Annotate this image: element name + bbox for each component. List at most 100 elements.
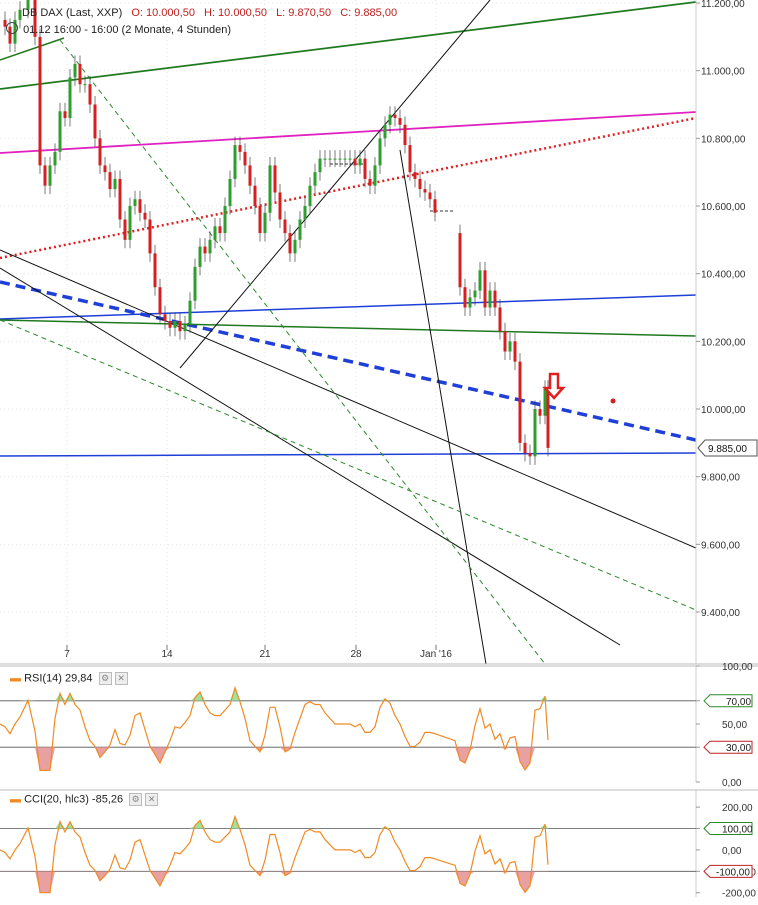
candle-up xyxy=(128,206,132,240)
candle-down xyxy=(463,287,467,308)
candle-up xyxy=(348,158,352,160)
black-channel-line xyxy=(0,267,621,646)
black-channel-line xyxy=(0,249,696,549)
cci-title: CCI(20, hlc3) -85,26 xyxy=(24,793,124,806)
indicator-line xyxy=(0,814,549,894)
candle-down xyxy=(168,321,172,328)
panel-tick-label: 0,00 xyxy=(722,778,742,789)
candle-up xyxy=(18,9,22,20)
candle-up xyxy=(26,0,30,10)
blue-horizontal-line xyxy=(0,294,696,320)
blue-support-line xyxy=(0,452,696,457)
panel-tick-label: 100,00 xyxy=(722,662,753,673)
candle-down xyxy=(8,26,12,44)
candle-up xyxy=(473,290,477,298)
candle-up xyxy=(173,321,177,328)
candle-up xyxy=(308,185,312,206)
open-value: O: 10.000,50 xyxy=(131,7,195,19)
candle-up xyxy=(233,145,237,179)
candle-down xyxy=(118,178,122,220)
candle-up xyxy=(83,84,87,86)
level-badge xyxy=(703,694,753,708)
candle-up xyxy=(133,199,137,206)
candle-down xyxy=(178,321,182,332)
panel-tick-label: -200,00 xyxy=(722,889,756,900)
price-tick-label: 9.800,00 xyxy=(701,473,740,484)
candle-down xyxy=(433,199,437,213)
panel-tick-label: 0,00 xyxy=(722,846,742,857)
price-tick-label: 10.400,00 xyxy=(701,270,746,281)
candle-up xyxy=(323,158,327,160)
candle-down xyxy=(253,185,257,206)
main-grid xyxy=(0,0,696,664)
candle-up xyxy=(388,114,392,125)
candle-down xyxy=(153,253,157,288)
candle-down xyxy=(493,290,497,308)
overlays: 9.885,00 xyxy=(542,372,758,457)
candle-up xyxy=(508,341,512,352)
candle-up xyxy=(73,63,77,78)
candle-up xyxy=(358,158,362,166)
low-value: L: 9.870,50 xyxy=(276,7,332,19)
high-value: H: 10.000,50 xyxy=(204,7,267,19)
close-icon[interactable]: ✕ xyxy=(114,672,128,685)
time-tick-label: Jan '16 xyxy=(420,649,452,660)
panel-tick-label: 50,00 xyxy=(722,720,747,731)
candle-up xyxy=(263,212,267,234)
candle-down xyxy=(33,0,37,37)
red-dot xyxy=(610,398,616,404)
candle-up xyxy=(48,165,52,186)
time-tick-label: 14 xyxy=(161,649,173,660)
candle-down xyxy=(243,151,247,166)
candle-up xyxy=(338,158,342,160)
candle-up xyxy=(268,165,272,213)
price-tick-label: 10.600,00 xyxy=(701,202,746,213)
level-badge xyxy=(703,864,753,878)
green-segment xyxy=(0,37,65,61)
candle-up xyxy=(193,266,197,301)
price-tick-label: 9.400,00 xyxy=(701,608,740,619)
candle-down xyxy=(483,270,487,308)
candle-down xyxy=(63,111,67,119)
candle-up xyxy=(183,324,187,332)
candle-up xyxy=(113,178,117,190)
candle-up xyxy=(303,206,307,220)
level-badge xyxy=(703,822,753,836)
settings-icon[interactable]: ⚙ xyxy=(129,793,143,806)
candle-down xyxy=(203,246,207,254)
candle-down xyxy=(218,226,222,234)
candle-up xyxy=(313,172,317,186)
candle-down xyxy=(143,212,147,220)
candle-up xyxy=(68,77,72,119)
period-row: 01.12 16:00 - 16:00 (2 Monate, 4 Stunden… xyxy=(6,22,231,36)
black-steep-line xyxy=(399,149,487,664)
settings-icon[interactable]: ⚙ xyxy=(98,672,112,685)
candle-up xyxy=(58,111,62,152)
cci-panel: 200,00100,000,00-100,00-200,00100,00-100… xyxy=(0,789,758,900)
price-badge-label: 9.885,00 xyxy=(708,444,747,455)
candle-down xyxy=(546,388,550,448)
price-tick-label: 11.200,00 xyxy=(701,0,745,10)
cci-header: ▬ CCI(20, hlc3) -85,26 ⚙ ✕ xyxy=(10,793,159,806)
chart-header: DB DAX (Last, XXP) O: 10.000,50 H: 10.00… xyxy=(22,7,397,19)
magenta-resistance-line xyxy=(0,111,696,154)
candle-down xyxy=(138,199,142,213)
candle-down xyxy=(523,442,527,453)
black-rise-line xyxy=(179,0,491,369)
candle-down xyxy=(123,219,127,240)
candle-down xyxy=(78,63,82,85)
candle-down xyxy=(88,84,92,105)
candle-down xyxy=(363,158,367,179)
candle-down xyxy=(158,287,162,315)
price-tick-label: 11.000,00 xyxy=(701,67,745,78)
candle-down xyxy=(428,192,432,200)
candle-down xyxy=(408,145,412,173)
candle-down xyxy=(503,331,507,352)
candle-down xyxy=(163,314,167,322)
candle-down xyxy=(148,219,152,254)
candle-down xyxy=(413,172,417,179)
upper-trend-line xyxy=(0,1,696,90)
close-icon[interactable]: ✕ xyxy=(145,793,159,806)
